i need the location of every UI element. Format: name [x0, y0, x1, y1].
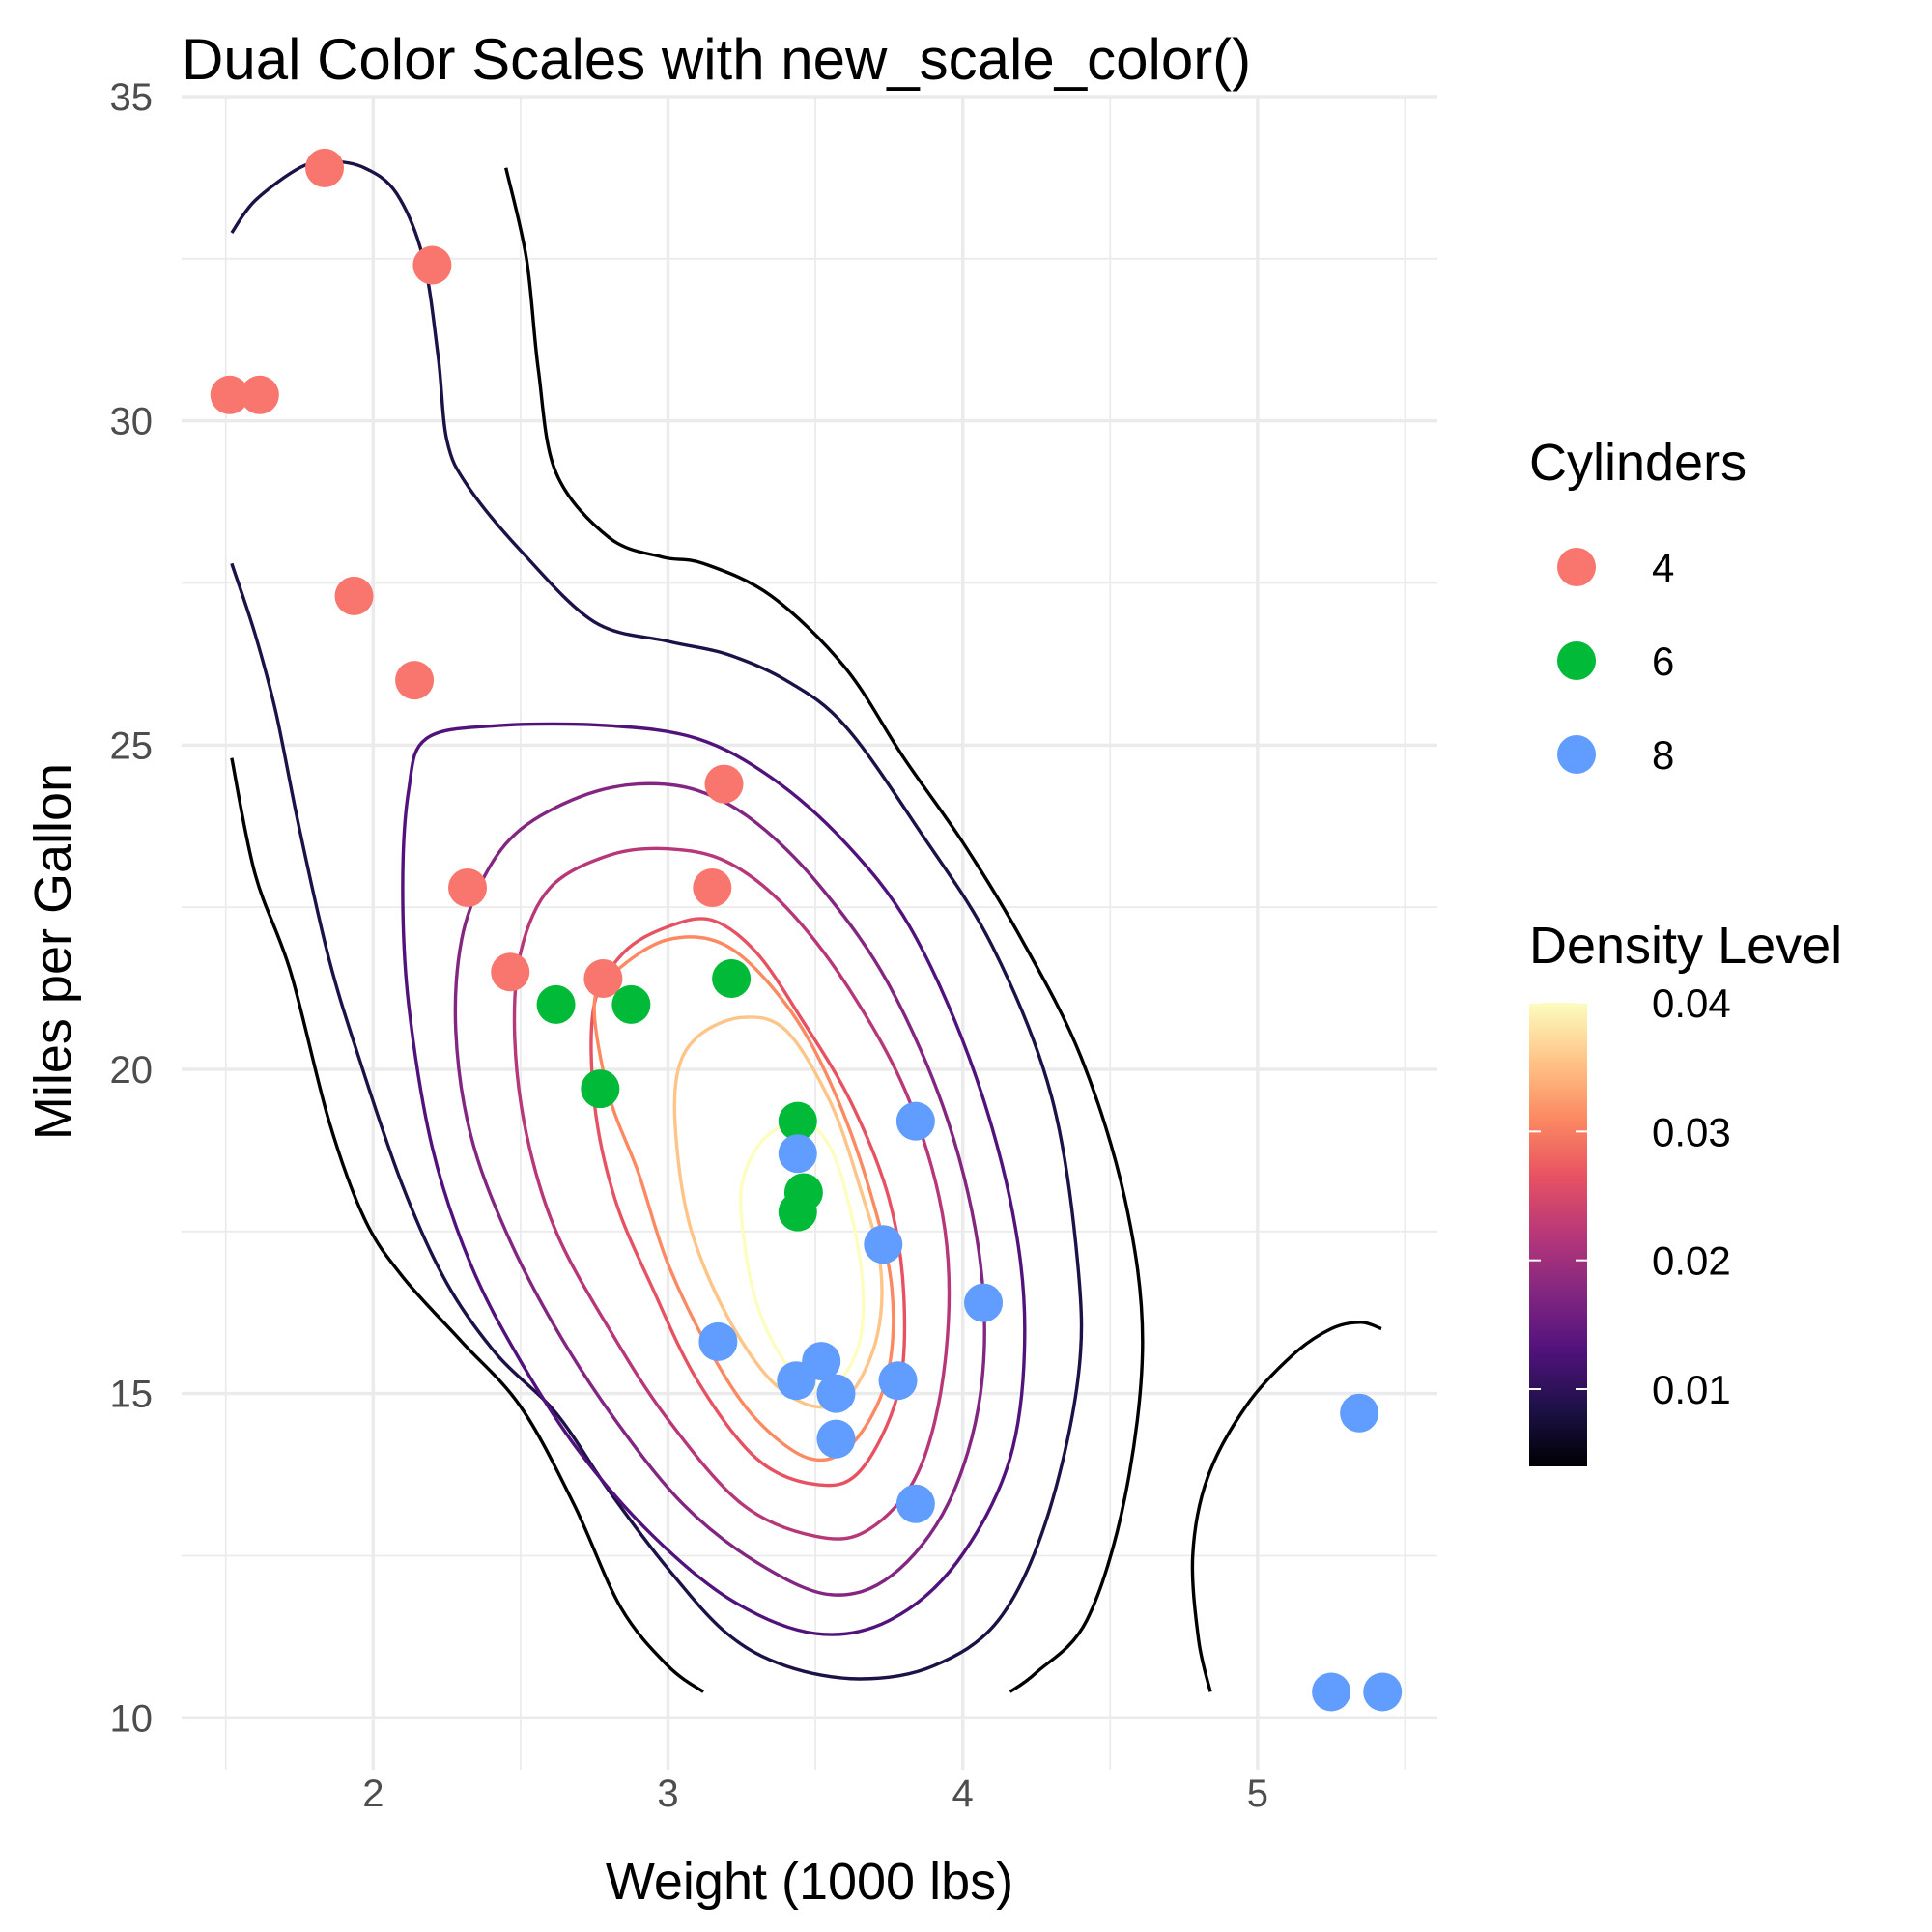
scatter-point: [583, 958, 623, 998]
density-contour-line: [401, 722, 1027, 1636]
y-tick-label: 35: [110, 76, 154, 119]
y-tick-label: 30: [110, 401, 154, 443]
scatter-point: [210, 375, 249, 414]
x-tick-labels: 2 3 4 5: [362, 1773, 1268, 1815]
y-axis-title: Miles per Gallon: [24, 763, 82, 1140]
scatter-point: [778, 1101, 817, 1141]
x-tick-label: 3: [657, 1773, 678, 1815]
y-tick-label: 20: [110, 1049, 154, 1092]
scatter-point: [448, 868, 488, 908]
scatter-point: [1363, 1672, 1403, 1712]
scatter-point: [491, 952, 530, 992]
scatter-point: [240, 375, 279, 414]
x-axis-title: Weight (1000 lbs): [606, 1853, 1013, 1911]
legend-density: Density Level 0.01 0.02 0.03 0.04: [1529, 917, 1842, 1466]
scatter-point: [536, 984, 576, 1024]
x-tick-label: 4: [952, 1773, 974, 1815]
scatter-point: [581, 1069, 620, 1109]
scatter-point: [864, 1225, 903, 1264]
legend-cylinders-title: Cylinders: [1529, 434, 1747, 492]
scatter-point: [778, 1134, 817, 1174]
colorbar-tick-label: 0.04: [1652, 980, 1731, 1026]
x-tick-label: 2: [362, 1773, 384, 1815]
scatter-point: [704, 764, 744, 804]
legend-cylinders-key: [1557, 735, 1596, 774]
legend-cylinders-key: [1557, 548, 1596, 586]
x-tick-label: 5: [1247, 1773, 1268, 1815]
y-tick-label: 25: [110, 724, 154, 767]
density-contours: [230, 159, 1382, 1693]
scatter-point: [895, 1101, 935, 1141]
legend-cylinders-label: 8: [1652, 732, 1674, 778]
scatter-point: [693, 868, 732, 908]
scatter-point: [305, 148, 345, 187]
scatter-point: [1340, 1393, 1379, 1433]
legend-cylinders-label: 6: [1652, 639, 1674, 684]
scatter-point: [777, 1361, 816, 1401]
scatter-point: [816, 1419, 856, 1459]
y-tick-label: 10: [110, 1697, 154, 1740]
density-contour-line: [1190, 1321, 1382, 1692]
colorbar-tick-label: 0.02: [1652, 1238, 1731, 1284]
scatter-point: [778, 1192, 817, 1232]
scatter-points: [210, 148, 1403, 1712]
scatter-point: [698, 1321, 738, 1361]
legend-density-title: Density Level: [1529, 917, 1842, 975]
legend-cylinders-key: [1557, 641, 1596, 680]
scatter-point: [1312, 1672, 1351, 1712]
scatter-point: [712, 958, 752, 998]
density-contour-line: [230, 159, 1084, 1681]
density-contour-line: [453, 781, 986, 1597]
grid: [182, 95, 1437, 1770]
density-contour-line: [504, 167, 1145, 1693]
colorbar-tick-label: 0.01: [1652, 1367, 1731, 1412]
density-contour-line: [230, 757, 705, 1693]
density-contour-line: [672, 1015, 884, 1409]
scatter-point: [395, 661, 435, 700]
scatter-point: [816, 1374, 856, 1413]
scatter-point: [878, 1361, 918, 1401]
legend-cylinders: Cylinders 4 6 8: [1529, 434, 1747, 778]
density-colorbar: [1529, 1003, 1587, 1466]
density-contour-line: [512, 846, 952, 1541]
legend-cylinders-label: 4: [1652, 545, 1674, 590]
scatter-point: [611, 984, 651, 1024]
colorbar-tick-label: 0.03: [1652, 1109, 1731, 1154]
scatter-point: [964, 1283, 1004, 1322]
scatter-point: [334, 576, 374, 615]
scatter-point: [895, 1484, 935, 1523]
y-tick-label: 15: [110, 1374, 154, 1416]
y-tick-labels: 10 15 20 25 30 35: [110, 76, 154, 1740]
chart-title: Dual Color Scales with new_scale_color(): [182, 27, 1251, 92]
scatter-point: [412, 245, 452, 285]
